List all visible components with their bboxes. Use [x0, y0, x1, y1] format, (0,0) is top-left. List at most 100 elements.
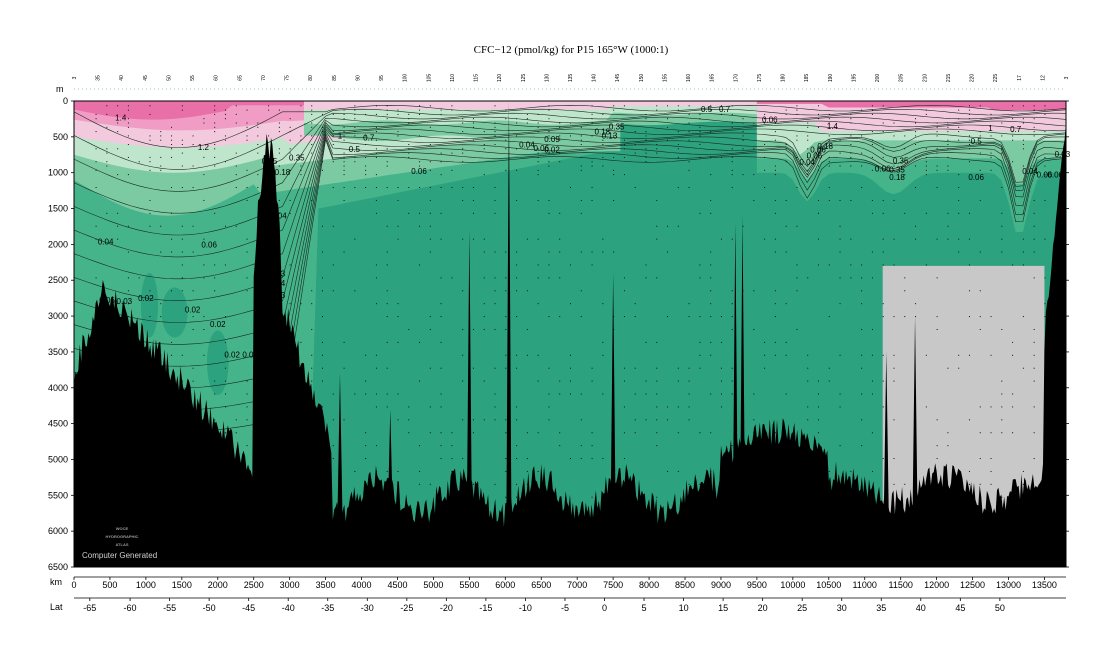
sample-dot: [127, 135, 129, 137]
sample-dot: [408, 419, 410, 421]
sample-dot: [559, 238, 561, 240]
sample-dot: [656, 496, 658, 498]
sample-dot: [968, 148, 970, 150]
sample-dot: [990, 316, 992, 318]
sample-dot: [882, 156, 884, 158]
sample-dot: [807, 135, 809, 137]
sample-dot: [386, 264, 388, 266]
sample-dot: [1044, 165, 1046, 167]
sample-dot: [1012, 139, 1014, 141]
contour-label: 0.04: [98, 237, 114, 246]
sample-dot: [753, 393, 755, 395]
x-tick-label: 5000: [423, 580, 443, 590]
sample-dot: [645, 380, 647, 382]
contour-line: [74, 126, 1066, 301]
contour-lines: [74, 104, 1066, 433]
sample-dot: [1033, 432, 1035, 434]
sample-dot: [968, 109, 970, 111]
sample-dot: [322, 277, 323, 279]
y-tick-label: 4000: [48, 383, 68, 393]
sample-dot: [850, 165, 852, 167]
sample-dot: [214, 277, 216, 279]
sample-dot: [408, 156, 410, 158]
sample-dot: [429, 406, 431, 408]
sample-dot: [343, 341, 345, 343]
station-label: 175: [757, 74, 763, 83]
y-tick-label: 2500: [48, 275, 68, 285]
sample-dot: [1044, 277, 1046, 279]
sample-dot: [1044, 174, 1046, 176]
sample-dot: [677, 380, 679, 382]
sample-dot: [192, 135, 194, 137]
sample-dot: [537, 126, 539, 128]
sample-dot: [968, 238, 970, 240]
sample-dot: [677, 105, 679, 107]
sample-dot: [710, 290, 712, 292]
sample-dot: [785, 251, 787, 253]
sample-dot: [462, 380, 464, 382]
sample-dot: [343, 109, 345, 111]
sample-dot: [451, 277, 453, 279]
sample-dot: [386, 303, 388, 305]
sample-dot: [375, 367, 377, 369]
sample-dot: [839, 238, 841, 240]
sample-dot: [677, 225, 679, 227]
sample-dot: [300, 165, 302, 167]
sample-dot: [289, 148, 291, 150]
sample-dot: [925, 165, 927, 167]
sample-dot: [494, 126, 496, 128]
sample-dot: [311, 328, 313, 330]
bathymetry: [74, 121, 1066, 567]
sample-dot: [127, 126, 129, 128]
sample-dot: [667, 251, 669, 253]
sample-dot: [1022, 367, 1024, 369]
sample-dot: [968, 212, 970, 214]
contour-label: 0.02: [210, 320, 226, 329]
sample-dot: [526, 122, 528, 124]
sample-dot: [796, 264, 798, 266]
sample-dot: [1001, 122, 1003, 124]
sample-dot: [871, 105, 873, 107]
sample-dot: [1033, 367, 1035, 369]
sample-dot: [127, 277, 129, 279]
sample-dot: [1001, 251, 1003, 253]
sample-dot: [904, 161, 906, 163]
woce-logo: WOCE HYDROGRAPHIC ATLAS Computer Generated: [82, 526, 157, 560]
sample-dot: [947, 212, 949, 214]
y-tick-label: 5500: [48, 490, 68, 500]
sample-dot: [548, 264, 550, 266]
sample-dot: [548, 316, 550, 318]
sample-dot: [958, 251, 960, 253]
sample-dot: [505, 419, 507, 421]
sample-dot: [95, 238, 97, 240]
sample-dot: [850, 199, 852, 201]
sample-dot: [224, 316, 226, 318]
sample-dot: [871, 380, 873, 382]
sample-dot: [656, 225, 658, 227]
sample-dot: [1001, 238, 1003, 240]
lat-tick-label: -65: [83, 603, 96, 613]
contour-label: 0.04: [270, 279, 286, 288]
contour-label: 0.03: [242, 351, 258, 360]
contour-label: 0.06: [99, 296, 115, 305]
sample-dot: [667, 406, 669, 408]
sample-dot: [764, 122, 766, 124]
sample-dot: [925, 148, 927, 150]
sample-dot: [688, 113, 690, 115]
sample-dot: [753, 419, 755, 421]
sample-dot: [203, 156, 205, 158]
sample-dot: [451, 152, 453, 154]
sample-dot: [602, 156, 604, 158]
sample-dot: [893, 483, 895, 485]
contour-label: 0.35: [893, 156, 909, 165]
contour-label: 0.02: [544, 146, 560, 155]
sample-dot: [235, 105, 237, 107]
sample-dot: [710, 105, 712, 107]
sample-dot: [1022, 105, 1024, 107]
sample-dot: [332, 113, 334, 115]
seamount-8: [912, 316, 918, 517]
sample-dot: [882, 458, 884, 460]
sample-dot: [764, 187, 766, 189]
sample-dot: [710, 156, 712, 158]
sample-dot: [160, 316, 162, 318]
